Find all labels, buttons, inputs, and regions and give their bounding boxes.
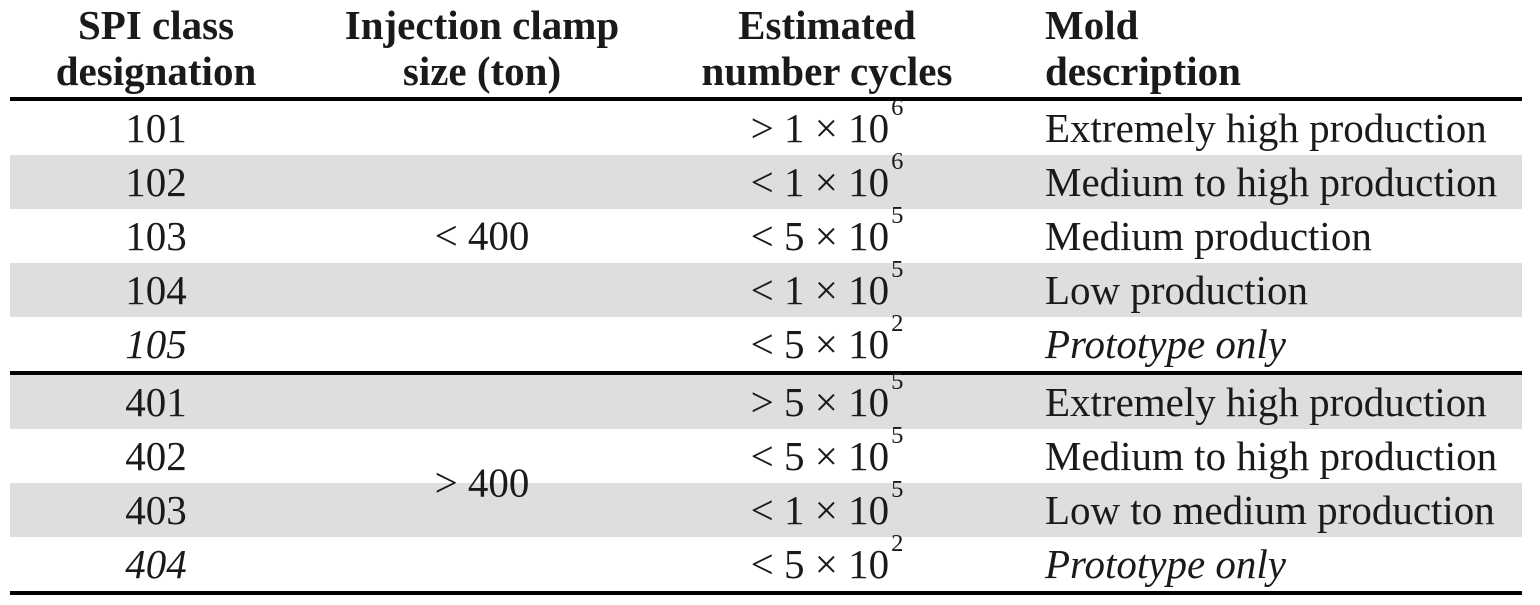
table-row-403: 403 < 1 × 105 Low to medium production <box>10 477 1522 537</box>
cycles-exponent: 5 <box>891 476 904 504</box>
header-line: SPI class <box>77 2 235 48</box>
cycles-base: > 5 × 10 <box>750 379 890 425</box>
spi-class-cell: 101 <box>125 105 187 151</box>
description-cell: Medium to high production <box>1045 433 1498 479</box>
cycles-cell: < 1 × 105 <box>662 477 992 534</box>
spi-class-cell: 104 <box>125 267 187 313</box>
cycles-base: < 5 × 10 <box>750 213 890 259</box>
cycles-exponent: 2 <box>891 310 904 338</box>
header-line: number cycles <box>701 48 953 94</box>
cycles-base: < 5 × 10 <box>750 321 890 367</box>
spi-class-cell: 401 <box>125 379 187 425</box>
header-rule <box>10 97 1522 101</box>
cycles-exponent: 5 <box>891 202 904 230</box>
header-spi-class: SPI class designation <box>10 0 302 97</box>
table-header-row: SPI class designation Injection clamp si… <box>10 0 1522 97</box>
cycles-cell: < 5 × 105 <box>662 203 992 260</box>
cycles-base: < 5 × 10 <box>750 433 890 479</box>
spi-mold-class-table: SPI class designation Injection clamp si… <box>10 0 1522 595</box>
cycles-base: > 1 × 10 <box>750 105 890 151</box>
header-clamp-size: Injection clamp size (ton) <box>302 0 662 97</box>
spi-class-cell: 404 <box>125 541 187 587</box>
cycles-cell: < 5 × 102 <box>662 531 992 588</box>
header-number-cycles: Estimated number cycles <box>662 0 992 97</box>
cycles-cell: < 5 × 102 <box>662 311 992 368</box>
cycles-exponent: 5 <box>891 368 904 396</box>
description-cell: Medium production <box>1045 213 1372 259</box>
cycles-exponent: 6 <box>891 94 904 122</box>
clamp-size-group-100: < 400 <box>434 212 530 259</box>
cycles-cell: > 5 × 105 <box>662 369 992 426</box>
table-row-401: 401 > 5 × 105 Extremely high production <box>10 369 1522 429</box>
description-cell: Medium to high production <box>1045 159 1498 205</box>
table-row-404: 404 < 5 × 102 Prototype only <box>10 531 1522 591</box>
table-row-402: 402 < 5 × 105 Medium to high production <box>10 423 1522 483</box>
cycles-base: < 1 × 10 <box>750 487 890 533</box>
header-line: Estimated <box>738 2 916 48</box>
description-cell: Low to medium production <box>1045 487 1495 533</box>
table-row-105: 105 < 5 × 102 Prototype only <box>10 311 1522 371</box>
table-row-104: 104 < 1 × 105 Low production <box>10 257 1522 317</box>
table-row-102: 102 < 1 × 106 Medium to high production <box>10 149 1522 209</box>
clamp-size-group-400: > 400 <box>434 459 530 506</box>
cycles-base: < 1 × 10 <box>750 267 890 313</box>
group-divider-rule <box>10 371 1522 375</box>
spi-class-cell: 402 <box>125 433 187 479</box>
description-cell: Low production <box>1045 267 1309 313</box>
cycles-exponent: 5 <box>891 422 904 450</box>
table-row-101: 101 > 1 × 106 Extremely high production <box>10 95 1522 155</box>
header-line: description <box>1045 48 1241 94</box>
header-line: designation <box>55 48 257 94</box>
cycles-base: < 5 × 10 <box>750 541 890 587</box>
cycles-exponent: 2 <box>891 530 904 558</box>
cycles-cell: < 1 × 105 <box>662 257 992 314</box>
spi-class-cell: 403 <box>125 487 187 533</box>
table-body: 101 > 1 × 106 Extremely high production … <box>10 95 1522 591</box>
cycles-cell: < 1 × 106 <box>662 149 992 206</box>
cycles-cell: > 1 × 106 <box>662 95 992 152</box>
spi-class-cell: 105 <box>125 321 187 367</box>
cycles-cell: < 5 × 105 <box>662 423 992 480</box>
bottom-rule <box>10 591 1522 595</box>
header-mold-description: Mold description <box>992 0 1522 97</box>
description-cell: Extremely high production <box>1045 379 1487 425</box>
header-line: Mold <box>1045 2 1139 48</box>
description-cell: Prototype only <box>1045 541 1286 587</box>
spi-class-cell: 102 <box>125 159 187 205</box>
cycles-exponent: 6 <box>891 148 904 176</box>
description-cell: Prototype only <box>1045 321 1286 367</box>
cycles-exponent: 5 <box>891 256 904 284</box>
table-row-103: 103 < 5 × 105 Medium production <box>10 203 1522 263</box>
spi-class-cell: 103 <box>125 213 187 259</box>
description-cell: Extremely high production <box>1045 105 1487 151</box>
header-line: size (ton) <box>402 48 562 94</box>
header-line: Injection clamp <box>344 2 620 48</box>
cycles-base: < 1 × 10 <box>750 159 890 205</box>
